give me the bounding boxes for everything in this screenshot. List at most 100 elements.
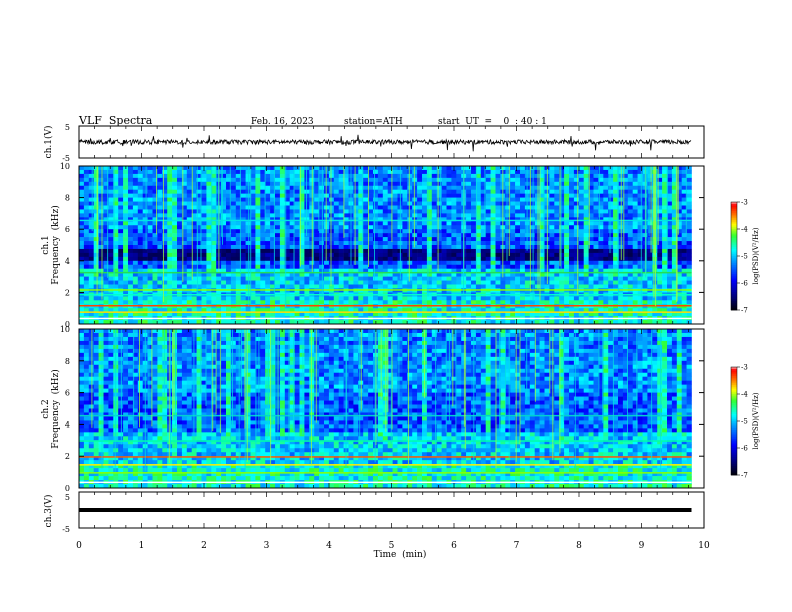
spectrogram-cell <box>343 166 349 171</box>
spectrogram-cell <box>598 189 604 194</box>
spectrogram-cell <box>466 272 472 277</box>
spectrogram-cell <box>564 197 570 202</box>
spectrogram-cell <box>201 181 207 187</box>
spectrogram-cell <box>671 169 678 175</box>
spectrogram-cell <box>226 312 232 317</box>
spectrogram-cell <box>402 229 408 234</box>
spectrogram-cell <box>593 233 599 238</box>
spectrogram-cell <box>157 245 163 250</box>
spectrogram-cell <box>211 173 217 179</box>
spectrogram-cell <box>564 181 570 187</box>
spectrogram-cell <box>255 205 261 210</box>
spectrogram-cell <box>637 245 643 250</box>
spectrogram-cell <box>471 217 477 222</box>
spectrogram-cell <box>647 260 653 266</box>
spectrogram-cell <box>573 229 580 234</box>
spectrogram-cell <box>578 296 584 301</box>
spectrogram-cell <box>172 252 178 258</box>
spectrogram-cell <box>500 308 506 313</box>
spectrogram-cell <box>319 217 325 222</box>
spectrogram-cell <box>230 169 237 175</box>
spectrogram-cell <box>79 213 85 218</box>
spectrogram-cell <box>549 260 555 266</box>
spectrogram-cell <box>79 173 85 179</box>
spectrogram-cell <box>642 280 648 285</box>
spectrogram-cell <box>265 276 271 281</box>
spectrogram-cell <box>373 260 379 266</box>
spectrogram-cell <box>270 225 276 230</box>
spectrogram-cell <box>304 252 310 258</box>
spectrogram-cell <box>338 221 344 226</box>
spectrogram-cell <box>265 260 271 266</box>
spectrogram-cell <box>549 300 555 305</box>
spectrogram-cell <box>83 268 90 273</box>
spectrogram-cell <box>382 312 388 317</box>
spectrogram-cell <box>426 229 433 234</box>
spectrogram-cell <box>480 284 486 289</box>
spectrogram-cell <box>118 217 124 222</box>
spectrogram-cell <box>377 272 384 277</box>
spectrogram-cell <box>662 312 668 317</box>
spectrogram-cell <box>211 241 217 246</box>
spectrogram-cell <box>637 276 643 281</box>
spectrogram-cell <box>162 241 168 246</box>
spectrogram-cell <box>608 185 614 190</box>
spectrogram-cell <box>431 213 437 218</box>
spectrogram-cell <box>686 312 692 317</box>
spectrogram-cell <box>417 213 423 218</box>
spectrogram-cell <box>593 256 599 262</box>
spectrogram-cell <box>627 185 633 190</box>
spectrogram-cell <box>524 248 531 254</box>
spectrogram-cell <box>177 276 183 281</box>
spectrogram-cell <box>186 300 192 305</box>
spectrogram-cell <box>88 272 94 277</box>
spectrogram-cell <box>671 300 678 305</box>
spectrogram-cell <box>181 197 188 202</box>
spectrogram-cell <box>549 233 555 238</box>
spectrogram-cell <box>206 284 212 289</box>
spectrogram-cell <box>681 173 687 179</box>
spectrogram-cell <box>681 193 687 198</box>
spectrogram-cell <box>475 166 482 171</box>
spectrogram-cell <box>441 177 447 183</box>
spectrogram-cell <box>255 300 261 305</box>
spectrogram-cell <box>627 260 633 266</box>
spectrogram-cell <box>333 296 339 301</box>
spectrogram-cell <box>275 181 281 187</box>
spectrogram-cell <box>676 213 682 218</box>
spectrogram-cell <box>676 197 682 202</box>
spectrogram-cell <box>206 173 212 179</box>
spectrogram-cell <box>250 260 256 266</box>
spectrogram-cell <box>657 300 663 305</box>
spectrogram-cell <box>363 248 369 254</box>
spectrogram-cell <box>113 169 119 175</box>
spectrogram-cell <box>265 189 271 194</box>
spectrogram-cell <box>608 189 614 194</box>
spectrogram-cell <box>534 296 540 301</box>
spectrogram-cell <box>583 241 589 246</box>
spectrogram-cell <box>181 320 188 325</box>
spectrogram-cell <box>539 225 545 230</box>
spectrogram-cell <box>456 284 462 289</box>
spectrogram-cell <box>402 221 408 226</box>
spectrogram-cell <box>353 205 359 210</box>
spectrogram-cell <box>520 256 526 262</box>
spectrogram-cell <box>466 193 472 198</box>
spectrogram-cell <box>206 241 212 246</box>
spectrogram-cell <box>108 233 114 238</box>
spectrogram-cell <box>103 221 109 226</box>
spectrogram-cell <box>270 205 276 210</box>
spectrogram-cell <box>559 308 565 313</box>
spectrogram-cell <box>564 241 570 246</box>
spectrogram-cell <box>451 245 457 250</box>
spectrogram-cell <box>137 209 143 214</box>
spectrogram-cell <box>480 173 486 179</box>
spectrogram-cell <box>186 237 192 242</box>
spectrogram-cell <box>123 308 129 313</box>
spectrogram-cell <box>270 276 276 281</box>
spectrogram-cell <box>181 248 188 254</box>
spectrogram-cell <box>471 173 477 179</box>
spectrogram-cell <box>275 185 281 190</box>
spectrogram-cell <box>686 213 692 218</box>
spectrogram-cell <box>363 225 369 230</box>
